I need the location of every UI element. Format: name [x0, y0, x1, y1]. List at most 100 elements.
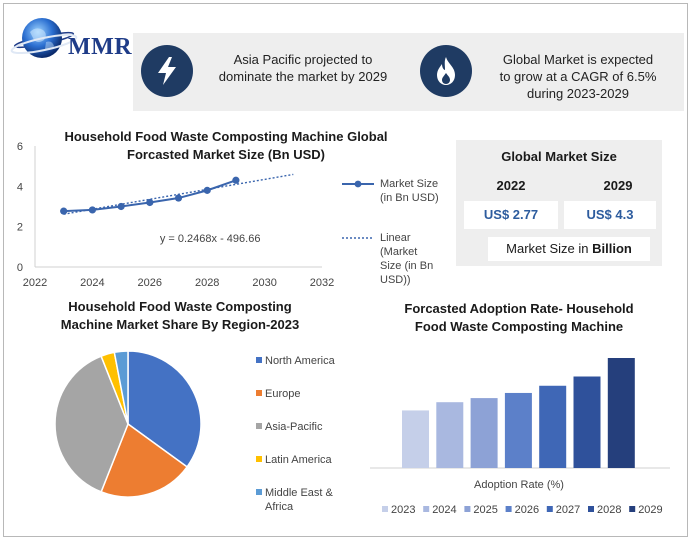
flame-badge — [420, 45, 472, 97]
legend-label: North America — [265, 355, 336, 367]
lightning-badge — [141, 45, 193, 97]
trendline-equation: y = 0.2468x - 496.66 — [160, 233, 261, 245]
globe-icon — [10, 18, 78, 58]
mmr-logo: MMR — [10, 10, 140, 72]
pie-slice — [127, 350, 202, 468]
title-line: Forcasted Adoption Rate- Household — [404, 301, 634, 316]
legend-swatch — [256, 456, 262, 462]
legend-label: Middle East & — [265, 487, 334, 499]
legend-trend-label: Size (in Bn — [380, 260, 433, 272]
pie-slice — [54, 355, 129, 493]
x-tick-label: 2022 — [23, 277, 47, 289]
cagr-text: Global Market is expected to grow at a C… — [480, 51, 676, 102]
page-frame — [3, 3, 688, 537]
pie-slice — [100, 422, 189, 498]
data-point — [203, 186, 211, 194]
x-tick-label: 2030 — [252, 277, 276, 289]
title-line: Forcasted Market Size (Bn USD) — [127, 147, 325, 162]
bar — [470, 398, 498, 468]
y-tick-label: 2 — [17, 222, 23, 234]
legend-swatch — [505, 506, 512, 512]
legend-label: 2028 — [597, 504, 621, 516]
legend-swatch — [423, 506, 430, 512]
year-2022-label: 2022 — [496, 178, 526, 193]
legend-label: 2025 — [473, 504, 497, 516]
bar-chart-title: Forcasted Adoption Rate- Household Food … — [370, 300, 668, 336]
x-axis-label: Adoption Rate (%) — [474, 479, 564, 491]
y-tick-label: 4 — [17, 181, 23, 193]
line-chart-title: Household Food Waste Composting Machine … — [30, 128, 422, 164]
legend-series-label: (in Bn USD) — [380, 192, 439, 204]
legend-series-marker — [354, 180, 362, 188]
y-tick-label: 6 — [17, 141, 23, 153]
global-market-title: Global Market Size — [501, 149, 617, 164]
banner-text-line: dominate the market by 2029 — [218, 69, 388, 84]
legend-trend-label: (Market — [380, 246, 417, 258]
legend-trend-label: Linear — [380, 232, 411, 244]
legend-label: 2026 — [515, 504, 539, 516]
legend-label: 2027 — [556, 504, 580, 516]
flame-icon — [437, 57, 455, 85]
data-point — [146, 198, 154, 207]
value-2029: US$ 4.3 — [564, 201, 656, 229]
data-point — [232, 176, 240, 184]
cagr-banner: Global Market is expected to grow at a C… — [412, 33, 684, 111]
banner-text-line: to grow at a CAGR of 6.5% — [499, 69, 657, 84]
global-market-size-panel: Global Market Size 2022 2029 US$ 2.77 US… — [456, 140, 662, 266]
unit-prefix: Market Size in — [506, 241, 593, 256]
x-tick-label: 2028 — [195, 277, 219, 289]
title-line: Food Waste Composting Machine — [414, 319, 624, 334]
bar — [539, 385, 567, 468]
bar — [402, 410, 429, 468]
banner-text-line: during 2023-2029 — [527, 86, 629, 101]
legend-label: 2024 — [432, 504, 456, 516]
x-tick-label: 2026 — [138, 277, 162, 289]
logo-text: MMR — [68, 34, 133, 60]
title-line: Household Food Waste Composting Machine … — [64, 129, 388, 144]
legend-swatch — [256, 489, 262, 495]
data-point — [88, 206, 96, 214]
asia-pacific-banner: Asia Pacific projected to dominate the m… — [133, 33, 425, 111]
data-point — [174, 194, 183, 202]
bar — [436, 402, 464, 468]
x-tick-label: 2024 — [80, 277, 104, 289]
title-line: Machine Market Share By Region-2023 — [60, 317, 300, 332]
legend-swatch — [464, 506, 471, 512]
legend-swatch — [629, 506, 636, 512]
bar — [504, 392, 532, 468]
legend-swatch — [256, 357, 262, 363]
pie-chart-title: Household Food Waste Composting Machine … — [30, 298, 330, 334]
linear-trendline — [63, 173, 294, 215]
bar — [573, 376, 601, 468]
banner-text-line: Global Market is expected — [502, 52, 654, 67]
value-2022: US$ 2.77 — [464, 201, 558, 229]
asia-pacific-text: Asia Pacific projected to dominate the m… — [203, 51, 403, 85]
x-tick-label: 2032 — [310, 277, 334, 289]
title-line: Household Food Waste Composting — [68, 299, 292, 314]
market-size-unit: Market Size in Billion — [488, 237, 650, 261]
legend-label: 2029 — [638, 504, 662, 516]
legend-label: Africa — [265, 501, 294, 513]
legend-swatch — [588, 506, 594, 512]
legend-trend-label: USD)) — [380, 274, 411, 286]
y-tick-label: 0 — [17, 262, 23, 274]
legend-label: 2023 — [391, 504, 415, 516]
legend-label: Europe — [265, 388, 300, 400]
bar — [607, 358, 635, 468]
year-2029-label: 2029 — [603, 178, 633, 193]
legend-series-label: Market Size — [380, 178, 438, 190]
banner-text-line: Asia Pacific projected to — [233, 52, 373, 67]
data-point — [60, 207, 68, 215]
lightning-icon — [158, 57, 176, 85]
pie-slice — [113, 350, 129, 425]
data-point — [117, 202, 125, 211]
legend-label: Latin America — [265, 454, 333, 466]
legend-swatch — [256, 390, 262, 396]
legend-swatch — [382, 506, 388, 512]
unit-bold: Billion — [592, 241, 632, 256]
legend-label: Asia-Pacific — [265, 421, 323, 433]
legend-swatch — [256, 423, 262, 429]
